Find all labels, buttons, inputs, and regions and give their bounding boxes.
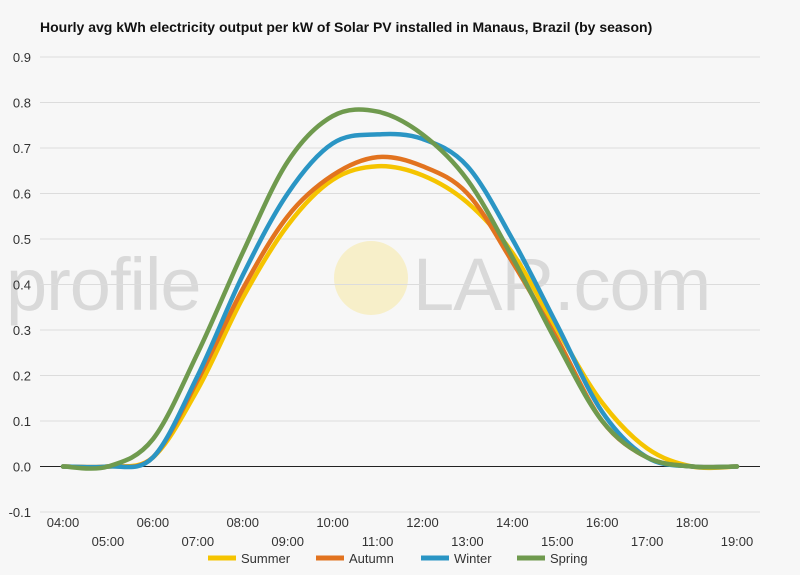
x-tick-label: 05:00 bbox=[92, 534, 125, 549]
legend-label-summer: Summer bbox=[241, 551, 291, 566]
y-tick-label: 0.5 bbox=[13, 232, 31, 247]
legend-label-winter: Winter bbox=[454, 551, 492, 566]
x-axis: 04:00 05:00 06:00 07:00 08:00 09:00 10:00 11:00… bbox=[47, 515, 754, 549]
series-line-summer bbox=[60, 163, 740, 471]
y-tick-label: 0.0 bbox=[13, 460, 31, 475]
x-tick-label: 14:00 bbox=[496, 515, 529, 530]
y-tick-label: 0.8 bbox=[13, 96, 31, 111]
series-line-spring bbox=[60, 107, 740, 471]
x-tick-label: 19:00 bbox=[721, 534, 754, 549]
x-tick-label: 12:00 bbox=[406, 515, 439, 530]
legend-label-spring: Spring bbox=[550, 551, 588, 566]
x-tick-label: 17:00 bbox=[631, 534, 664, 549]
y-tick-label: 0.7 bbox=[13, 141, 31, 156]
x-tick-label: 11:00 bbox=[362, 534, 394, 549]
gridlines bbox=[40, 56, 760, 513]
x-tick-label: 08:00 bbox=[226, 515, 259, 530]
series-line-winter bbox=[60, 131, 740, 470]
legend-label-autumn: Autumn bbox=[349, 551, 394, 566]
y-tick-label: 0.9 bbox=[13, 50, 31, 65]
watermark: profile LAR.com bbox=[6, 241, 711, 326]
y-tick-label: 0.1 bbox=[13, 414, 31, 429]
y-tick-label: 0.4 bbox=[13, 278, 31, 293]
y-tick-label: 0.2 bbox=[13, 369, 31, 384]
series-lines bbox=[60, 107, 740, 471]
chart-title: Hourly avg kWh electricity output per kW… bbox=[40, 19, 653, 35]
y-tick-label: 0.6 bbox=[13, 187, 31, 202]
x-tick-label: 18:00 bbox=[676, 515, 709, 530]
x-tick-label: 13:00 bbox=[451, 534, 484, 549]
x-tick-label: 15:00 bbox=[541, 534, 574, 549]
x-tick-label: 09:00 bbox=[271, 534, 304, 549]
y-tick-label: 0.3 bbox=[13, 323, 31, 338]
x-tick-label: 04:00 bbox=[47, 515, 80, 530]
x-tick-label: 10:00 bbox=[316, 515, 349, 530]
watermark-sun-icon bbox=[334, 241, 408, 315]
y-tick-label: -0.1 bbox=[9, 505, 31, 520]
x-tick-label: 07:00 bbox=[182, 534, 215, 549]
x-tick-label: 06:00 bbox=[137, 515, 170, 530]
x-tick-label: 16:00 bbox=[586, 515, 619, 530]
legend: Summer Autumn Winter Spring bbox=[208, 551, 588, 566]
y-axis: 0.9 0.8 0.7 0.6 0.5 0.4 0.3 0.2 0.1 0.0 -0.1 bbox=[9, 50, 31, 520]
